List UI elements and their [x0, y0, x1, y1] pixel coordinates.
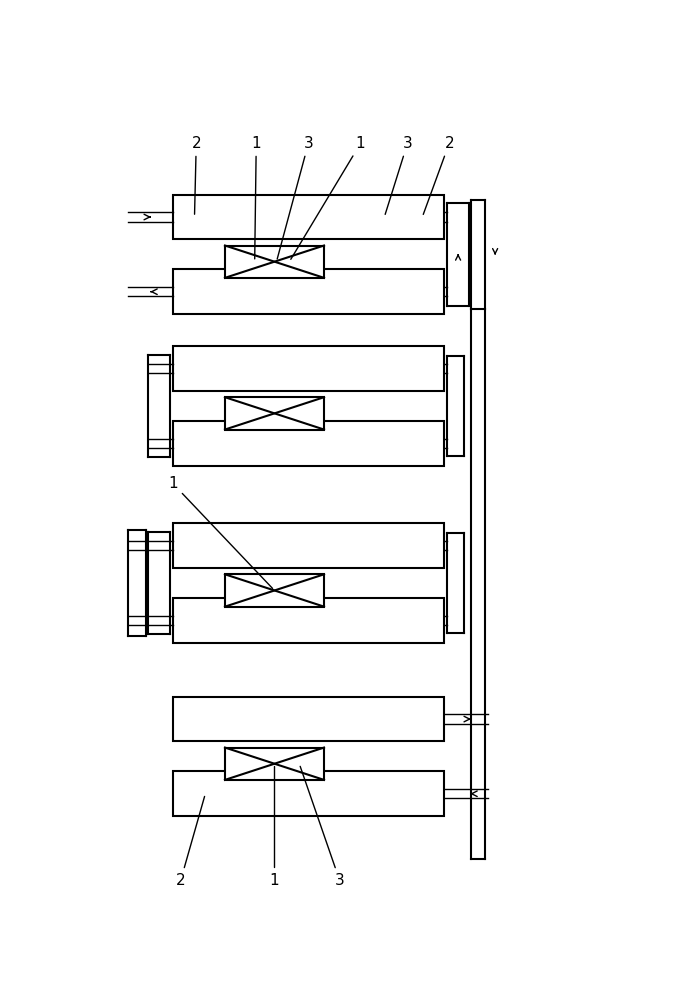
Text: 2: 2: [191, 136, 201, 214]
Bar: [173, 195, 444, 239]
Bar: [173, 598, 444, 643]
Text: 1: 1: [270, 766, 279, 888]
Bar: [173, 269, 444, 314]
Text: 3: 3: [300, 766, 345, 888]
Bar: [173, 697, 444, 741]
Text: 1: 1: [168, 476, 273, 588]
Text: 2: 2: [176, 796, 205, 888]
Text: 2: 2: [423, 136, 454, 214]
Text: 1: 1: [291, 136, 365, 259]
Text: 3: 3: [277, 136, 313, 259]
Bar: [225, 574, 324, 607]
Bar: [225, 246, 324, 278]
Bar: [173, 421, 444, 466]
Text: 3: 3: [385, 136, 413, 214]
Bar: [173, 771, 444, 816]
Text: 1: 1: [252, 136, 261, 259]
Bar: [173, 523, 444, 568]
Bar: [173, 346, 444, 391]
Bar: [225, 748, 324, 780]
Bar: [225, 397, 324, 430]
